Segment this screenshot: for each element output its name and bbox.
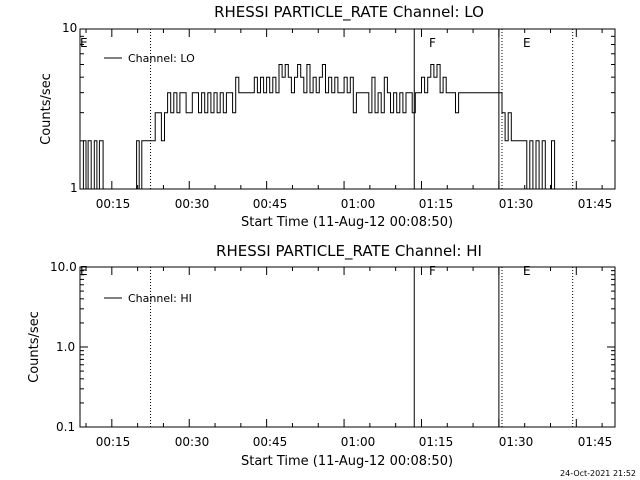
panel-hi-xtick-label-0115: 01:15 xyxy=(419,435,454,449)
panel-lo-xticks xyxy=(80,29,615,190)
panel-hi-xtick-label-0030: 00:30 xyxy=(175,435,210,449)
panel-lo-series-line xyxy=(80,64,571,190)
panel-lo-xtick-label-0030: 00:30 xyxy=(175,197,210,211)
panel-hi-xtick-labels: 00:15 00:30 00:45 01:00 01:15 01:30 01:4… xyxy=(96,435,613,449)
panel-hi-marker-label-f: F xyxy=(429,264,436,278)
panel-lo-xtick-label-0015: 00:15 xyxy=(96,197,131,211)
panel-hi-marker-label-e-left: E xyxy=(80,264,88,278)
panel-hi-xticks xyxy=(80,267,615,428)
panel-lo-xtick-label-0115: 01:15 xyxy=(419,197,454,211)
panel-hi-marker-label-e: E xyxy=(523,264,531,278)
panel-hi: RHESSI PARTICLE_RATE Channel: HI Counts/… xyxy=(27,242,616,469)
panel-lo-xtick-label-0130: 01:30 xyxy=(499,197,534,211)
panel-hi-xtick-label-0015: 00:15 xyxy=(96,435,131,449)
panel-hi-event-markers xyxy=(150,267,574,427)
panel-lo-plot-frame xyxy=(79,28,616,190)
panel-hi-xtick-label-0100: 01:00 xyxy=(341,435,376,449)
panel-hi-plot-frame xyxy=(79,266,616,428)
panel-lo: RHESSI PARTICLE_RATE Channel: LO Counts/… xyxy=(39,3,616,230)
panel-hi-legend-label: Channel: HI xyxy=(128,292,192,305)
panel-lo-xlabel: Start Time (11-Aug-12 00:08:50) xyxy=(241,215,453,230)
panel-lo-xtick-label-0045: 00:45 xyxy=(253,197,288,211)
panel-hi-xtick-label-0145: 01:45 xyxy=(578,435,613,449)
panel-hi-ytick-10: 10.0 xyxy=(50,260,77,274)
panel-lo-xtick-labels: 00:15 00:30 00:45 01:00 01:15 01:30 01:4… xyxy=(96,197,613,211)
panel-lo-ytick-10: 10 xyxy=(62,21,77,35)
footer-timestamp: 24-Oct-2021 21:52 xyxy=(560,469,636,478)
panel-hi-xlabel: Start Time (11-Aug-12 00:08:50) xyxy=(241,454,453,469)
panel-lo-marker-label-e: E xyxy=(523,36,531,50)
panel-lo-ylabel: Counts/sec xyxy=(39,73,54,145)
panel-lo-marker-label-e-left: E xyxy=(80,36,88,50)
panel-lo-marker-label-f: F xyxy=(429,36,436,50)
panel-lo-event-markers xyxy=(150,29,574,189)
panel-hi-ytick-0-1: 0.1 xyxy=(56,420,75,434)
panel-lo-xtick-label-0100: 01:00 xyxy=(341,197,376,211)
panel-hi-title: RHESSI PARTICLE_RATE Channel: HI xyxy=(216,242,482,261)
panel-hi-xtick-label-0045: 00:45 xyxy=(253,435,288,449)
panel-lo-ytick-1: 1 xyxy=(70,181,78,195)
panel-hi-xtick-label-0130: 01:30 xyxy=(499,435,534,449)
panel-hi-ylabel: Counts/sec xyxy=(27,311,42,383)
panel-lo-xtick-label-0145: 01:45 xyxy=(578,197,613,211)
panel-hi-ytick-1: 1.0 xyxy=(56,340,75,354)
panel-lo-title: RHESSI PARTICLE_RATE Channel: LO xyxy=(214,3,484,22)
panel-lo-legend-label: Channel: LO xyxy=(128,52,195,65)
